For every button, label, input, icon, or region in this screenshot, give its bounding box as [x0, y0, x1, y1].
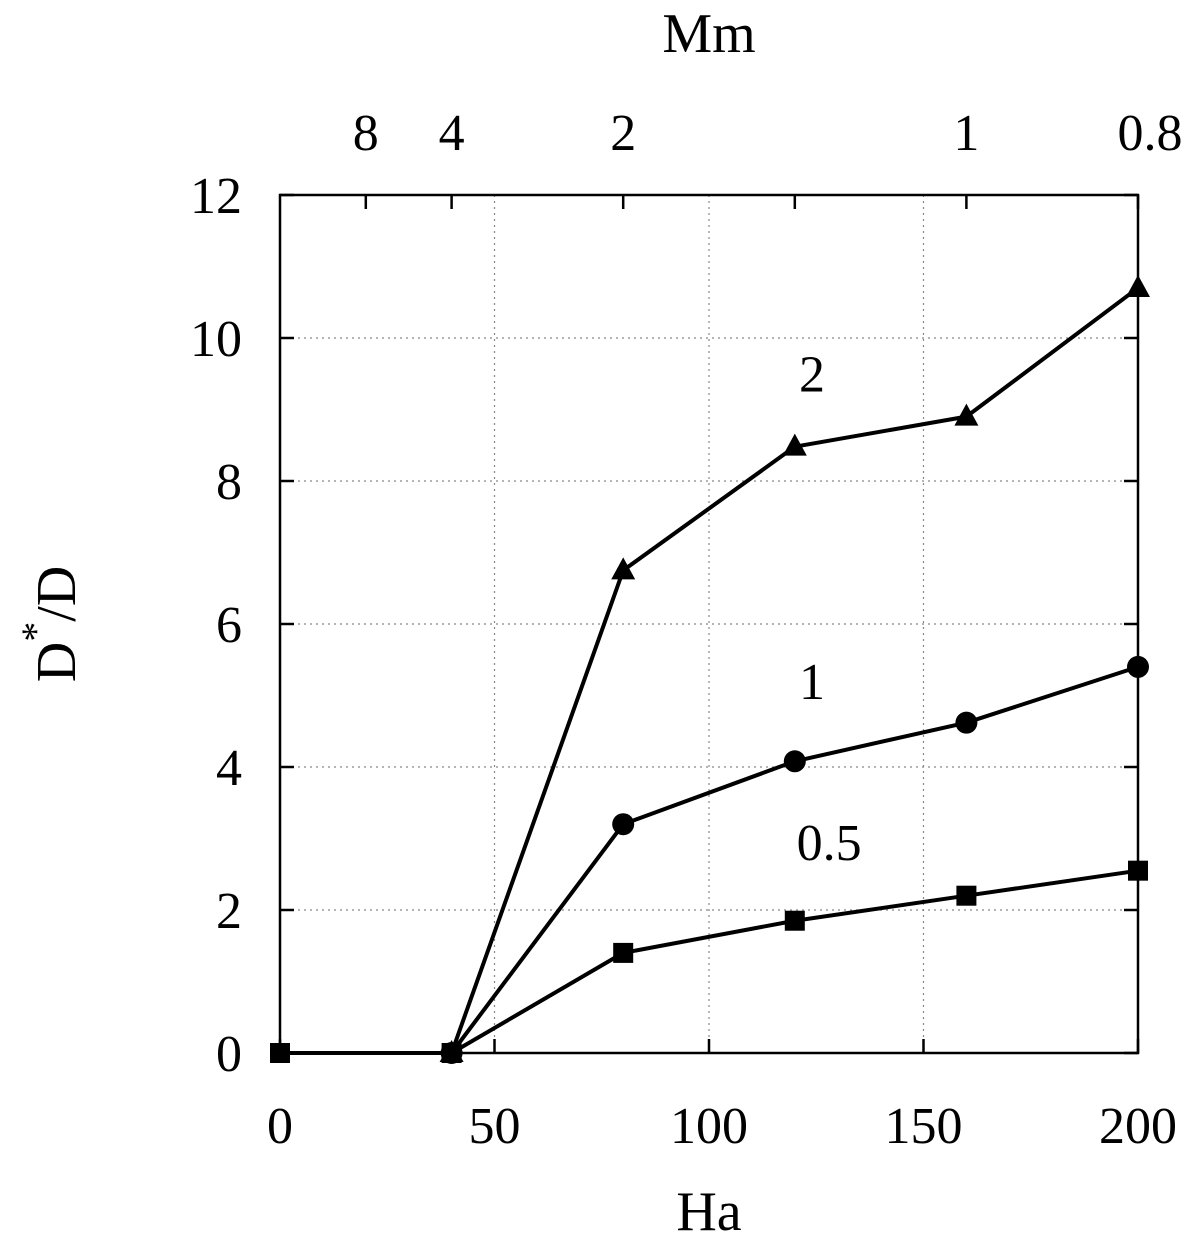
series-label: 2: [799, 347, 825, 404]
series-layer: [270, 274, 1150, 1064]
top-tick-label: 0.8: [1118, 105, 1183, 162]
data-point-triangle: [782, 433, 807, 456]
data-point-circle: [783, 750, 806, 773]
x-tick-label: 50: [469, 1098, 521, 1155]
grid-layer: [280, 195, 1138, 1053]
y-tick-label: 2: [216, 883, 242, 940]
data-point-square: [613, 942, 634, 963]
data-point-circle: [612, 813, 635, 836]
plot-frame: [278, 193, 1140, 1055]
top-axis-label: Mm: [662, 3, 755, 65]
data-point-square: [784, 910, 805, 931]
y-axis-label: D*/D: [13, 566, 88, 682]
x-tick-label: 200: [1099, 1098, 1177, 1155]
series-label: 1: [799, 654, 825, 711]
data-point-square: [956, 885, 977, 906]
y-tick-label: 4: [216, 740, 242, 797]
series-triangle: [439, 274, 1150, 1062]
y-axis-label-base: D: [26, 642, 88, 682]
y-tick-label: 0: [216, 1026, 242, 1083]
data-point-circle: [955, 711, 978, 734]
data-point-triangle: [954, 403, 979, 426]
series-circle: [440, 655, 1149, 1064]
top-tick-label: 4: [439, 105, 465, 162]
data-point-triangle: [611, 557, 636, 580]
data-point-triangle: [439, 1040, 464, 1062]
top-tick-label: 1: [953, 105, 979, 162]
top-tick-label: 8: [353, 105, 379, 162]
y-tick-label: 6: [216, 597, 242, 654]
y-tick-label: 12: [190, 168, 242, 225]
top-tick-label: 2: [610, 105, 636, 162]
series-line: [449, 286, 1140, 1054]
y-tick-label: 10: [190, 311, 242, 368]
x-tick-label: 150: [885, 1098, 963, 1155]
ticks-layer: [278, 193, 1140, 1055]
y-axis-label-sup: *: [13, 622, 58, 642]
x-tick-label: 100: [670, 1098, 748, 1155]
x-axis-label: Ha: [676, 1181, 741, 1243]
x-tick-label: 0: [267, 1098, 293, 1155]
y-axis-label-tail: /D: [26, 566, 88, 622]
series-label: 0.5: [797, 815, 862, 872]
y-tick-label: 8: [216, 454, 242, 511]
